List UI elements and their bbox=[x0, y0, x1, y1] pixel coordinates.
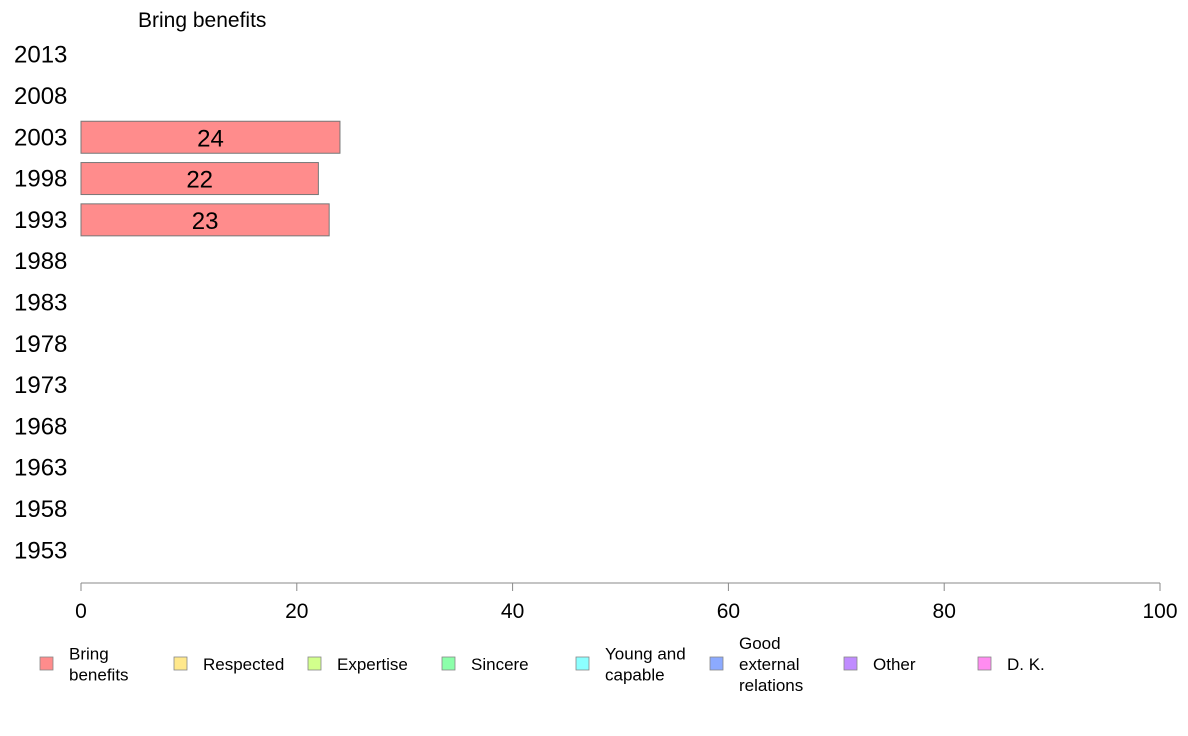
data-label-1993: 23 bbox=[192, 208, 219, 235]
legend-item: Bring benefits bbox=[39, 645, 129, 685]
y-label-1953: 1953 bbox=[14, 537, 67, 564]
legend-label: Expertise bbox=[337, 655, 408, 674]
y-label-2013: 2013 bbox=[14, 42, 67, 69]
legend-label: Good external relations bbox=[739, 634, 803, 695]
y-axis-labels: 2013 2008 2003 1998 1993 1988 1983 1978 1973 1968… bbox=[14, 42, 67, 565]
bars: 24 22 23 bbox=[80, 120, 341, 237]
legend: Bring benefits Respected Expertise Sincere Yo… bbox=[39, 634, 1045, 695]
y-label-2008: 2008 bbox=[14, 83, 67, 110]
legend-label: Other bbox=[873, 655, 916, 674]
y-label-1983: 1983 bbox=[14, 289, 67, 316]
legend-item: Respected bbox=[173, 655, 284, 674]
y-label-1978: 1978 bbox=[14, 331, 67, 358]
y-label-2003: 2003 bbox=[14, 124, 67, 151]
y-label-1963: 1963 bbox=[14, 455, 67, 482]
legend-label: D. K. bbox=[1007, 655, 1045, 674]
y-label-1968: 1968 bbox=[14, 413, 67, 440]
legend-item: Young and capable bbox=[575, 645, 686, 685]
legend-swatch bbox=[977, 656, 992, 671]
bar-1993 bbox=[80, 203, 330, 237]
bar-1998 bbox=[80, 162, 319, 196]
legend-swatch bbox=[307, 656, 322, 671]
y-label-1998: 1998 bbox=[14, 166, 67, 193]
legend-swatch bbox=[39, 656, 54, 671]
x-axis: 0 20 40 60 80 100 bbox=[75, 582, 1178, 623]
legend-swatch bbox=[173, 656, 188, 671]
y-label-1958: 1958 bbox=[14, 496, 67, 523]
legend-label: Bring benefits bbox=[69, 645, 129, 685]
legend-label: Young and capable bbox=[605, 645, 686, 685]
legend-label: Sincere bbox=[471, 655, 529, 674]
x-tick-label-60: 60 bbox=[717, 600, 740, 623]
legend-item: Good external relations bbox=[709, 634, 803, 695]
y-label-1993: 1993 bbox=[14, 207, 67, 234]
legend-swatch bbox=[709, 656, 724, 671]
x-tick-label-20: 20 bbox=[285, 600, 308, 623]
y-label-1988: 1988 bbox=[14, 248, 67, 275]
data-label-2003: 24 bbox=[197, 125, 224, 152]
legend-swatch bbox=[441, 656, 456, 671]
legend-item: Other bbox=[843, 655, 916, 674]
x-tick-label-0: 0 bbox=[75, 600, 87, 623]
chart-title: Bring benefits bbox=[138, 9, 266, 32]
legend-item: Expertise bbox=[307, 655, 408, 674]
legend-swatch bbox=[843, 656, 858, 671]
bar-2003 bbox=[80, 120, 341, 154]
x-tick-label-40: 40 bbox=[501, 600, 524, 623]
legend-label: Respected bbox=[203, 655, 284, 674]
legend-item: D. K. bbox=[977, 655, 1045, 674]
y-label-1973: 1973 bbox=[14, 372, 67, 399]
legend-swatch bbox=[575, 656, 590, 671]
x-tick-label-100: 100 bbox=[1142, 600, 1177, 623]
data-label-1998: 22 bbox=[186, 167, 213, 194]
legend-item: Sincere bbox=[441, 655, 529, 674]
x-tick-label-80: 80 bbox=[933, 600, 956, 623]
